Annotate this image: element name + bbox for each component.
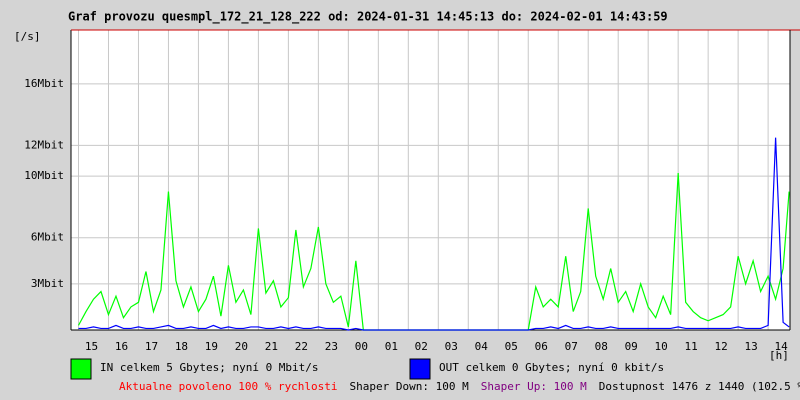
x-tick-label: 00 <box>355 340 368 353</box>
x-tick-label: 10 <box>655 340 668 353</box>
y-tick-label: 16Mbit <box>24 77 64 90</box>
x-tick-label: 19 <box>205 340 218 353</box>
x-tick-label: 13 <box>745 340 758 353</box>
x-tick-label: 22 <box>295 340 308 353</box>
x-tick-label: 09 <box>625 340 638 353</box>
x-tick-label: 21 <box>265 340 278 353</box>
x-tick-label: 03 <box>445 340 458 353</box>
x-tick-label: 23 <box>325 340 338 353</box>
y-tick-label: 10Mbit <box>24 169 64 182</box>
legend-swatch <box>409 358 431 380</box>
y-tick-label: 3Mbit <box>31 277 64 290</box>
y-tick-label: 12Mbit <box>24 138 64 151</box>
x-tick-label: 20 <box>235 340 248 353</box>
x-tick-label: 15 <box>85 340 98 353</box>
plot-area <box>71 30 790 330</box>
x-tick-label: 05 <box>505 340 518 353</box>
y-unit: [/s] <box>14 30 41 43</box>
x-tick-label: 01 <box>385 340 398 353</box>
x-tick-label: 02 <box>415 340 428 353</box>
legend-label: OUT celkem 0 Gbytes; nyní 0 kbit/s <box>439 361 664 374</box>
x-tick-label: 12 <box>715 340 728 353</box>
footer-text: Shaper Down: 100 M <box>350 380 470 393</box>
x-tick-label: 11 <box>685 340 698 353</box>
x-tick-label: 08 <box>595 340 608 353</box>
x-tick-label: 04 <box>475 340 489 353</box>
x-tick-label: 07 <box>565 340 578 353</box>
x-tick-label: 16 <box>115 340 128 353</box>
footer-text: Aktualne povoleno 100 % rychlosti <box>119 380 338 393</box>
x-tick-label: 18 <box>175 340 188 353</box>
chart-title: Graf provozu quesmpl_172_21_128_222 od: … <box>68 10 668 25</box>
x-tick-label: 06 <box>535 340 548 353</box>
footer-text: Shaper Up: 100 M <box>481 380 587 393</box>
x-tick-label: 17 <box>145 340 158 353</box>
legend-label: IN celkem 5 Gbytes; nyní 0 Mbit/s <box>100 361 319 374</box>
x-tick-label: 14 <box>774 340 788 353</box>
series-line <box>78 137 790 331</box>
x-unit: [h] <box>769 349 789 362</box>
legend-swatch <box>70 358 92 380</box>
footer-text: Dostupnost 1476 z 1440 (102.5 %) <box>599 380 800 393</box>
y-tick-label: 6Mbit <box>31 231 64 244</box>
